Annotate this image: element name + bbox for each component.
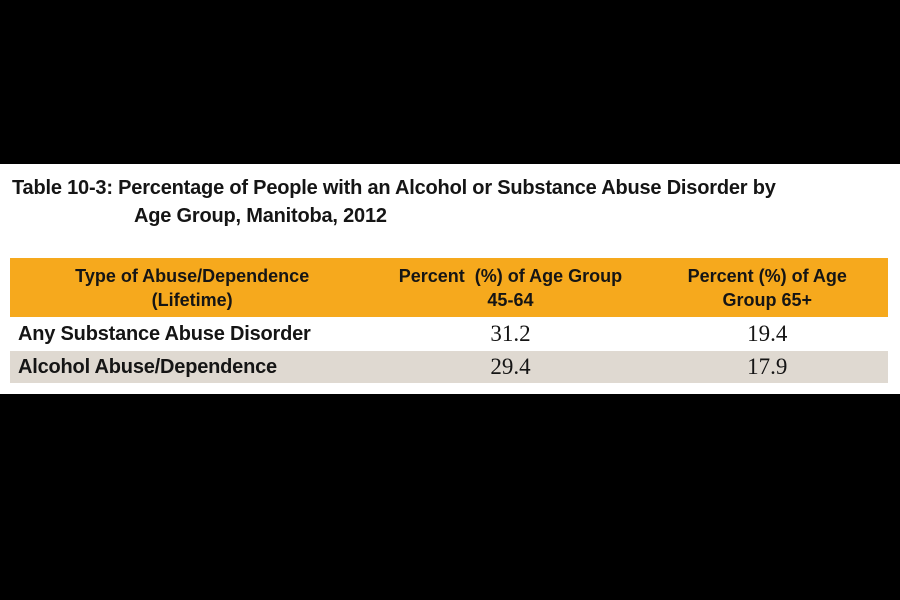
letterbox-top [0,0,900,164]
value-alcohol-abuse-65-plus: 17.9 [747,354,788,379]
value-any-substance-65-plus: 19.4 [747,321,788,346]
header-percent-65-plus-line1: Percent (%) of Age [687,265,847,286]
header-percent-45-64: Percent (%) of Age Group 45-64 [374,258,646,317]
header-percent-45-64-line2: 45-64 [487,289,534,310]
letterbox-bottom [0,394,900,600]
table-caption-line1: Table 10-3: Percentage of People with an… [12,177,776,199]
header-percent-65-plus: Percent (%) of Age Group 65+ [647,258,888,317]
value-alcohol-abuse-45-64: 29.4 [490,354,531,379]
header-type-of-abuse-line1: Type of Abuse/Dependence [75,265,310,286]
header-type-of-abuse: Type of Abuse/Dependence (Lifetime) [10,258,374,317]
row-label-alcohol-abuse: Alcohol Abuse/Dependence [18,355,277,378]
table-header-row: Type of Abuse/Dependence (Lifetime) Perc… [10,258,888,317]
row-label-any-substance: Any Substance Abuse Disorder [18,322,311,345]
header-percent-45-64-line1: Percent (%) of Age Group [398,265,623,286]
table-caption-line2: Age Group, Manitoba, 2012 [134,205,387,227]
content-strip: Table 10-3: Percentage of People with an… [0,164,900,394]
data-table: Type of Abuse/Dependence (Lifetime) Perc… [10,258,888,383]
value-any-substance-45-64: 31.2 [490,321,531,346]
table-row: Alcohol Abuse/Dependence 29.4 17.9 [10,351,888,383]
header-percent-65-plus-line2: Group 65+ [722,289,813,310]
header-type-of-abuse-line2: (Lifetime) [151,289,233,310]
table-row: Any Substance Abuse Disorder 31.2 19.4 [10,317,888,351]
table-caption: Table 10-3: Percentage of People with an… [12,174,892,230]
